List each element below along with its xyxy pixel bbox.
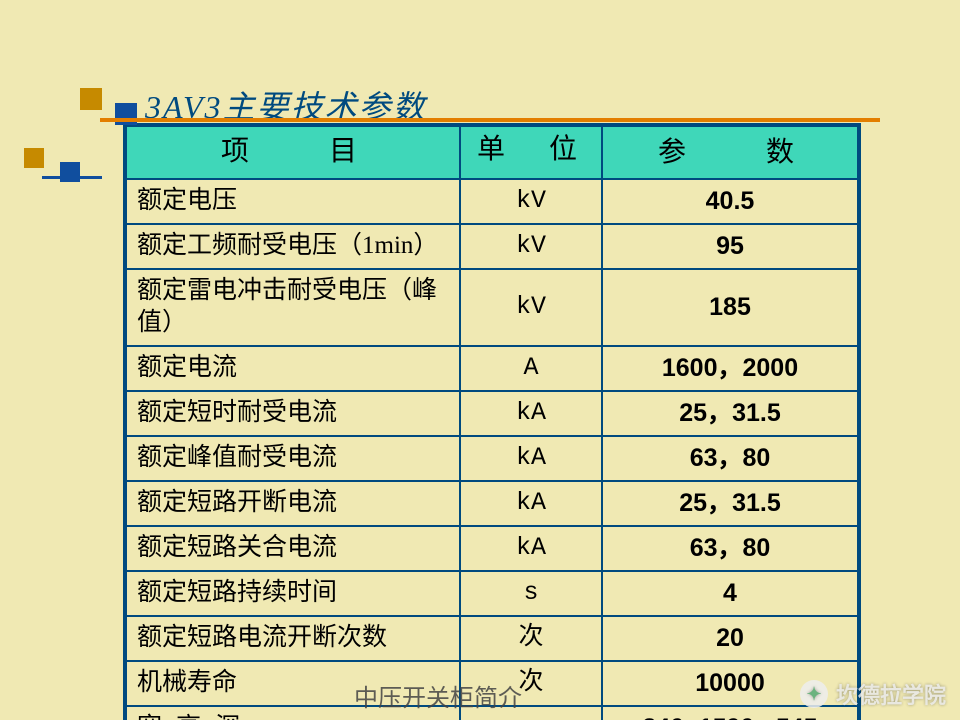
cell-item: 额定短时耐受电流 <box>125 391 460 436</box>
cell-value: 4 <box>602 571 859 616</box>
cell-unit: kA <box>460 481 602 526</box>
decor-square <box>115 103 137 125</box>
cell-value: 20 <box>602 616 859 661</box>
decor-line <box>42 176 102 179</box>
cell-value: 25，31.5 <box>602 481 859 526</box>
decor-square <box>80 88 102 110</box>
spec-table: 项 目 单 位 参 数 额定电压kV40.5额定工频耐受电压（1min）kV95… <box>123 123 861 720</box>
cell-unit: kV <box>460 224 602 269</box>
col-header-value: 参 数 <box>602 125 859 179</box>
cell-item: 额定短路持续时间 <box>125 571 460 616</box>
page-title: 3AV3主要技术参数 <box>145 82 427 128</box>
cell-value: 63，80 <box>602 436 859 481</box>
table-row: 额定电流A1600，2000 <box>125 346 859 391</box>
table-row: 额定雷电冲击耐受电压（峰值）kV185 <box>125 269 859 346</box>
watermark: ✦ 坎德拉学院 <box>800 678 946 710</box>
cell-item: 额定短路开断电流 <box>125 481 460 526</box>
cell-unit: kV <box>460 269 602 346</box>
cell-unit: s <box>460 571 602 616</box>
decor-square <box>60 162 80 182</box>
decor-square <box>24 148 44 168</box>
cell-item: 额定电流 <box>125 346 460 391</box>
table-row: 额定峰值耐受电流kA63，80 <box>125 436 859 481</box>
cell-value: 185 <box>602 269 859 346</box>
cell-unit: kA <box>460 391 602 436</box>
cell-value: 63，80 <box>602 526 859 571</box>
cell-unit: kA <box>460 436 602 481</box>
table-row: 额定工频耐受电压（1min）kV95 <box>125 224 859 269</box>
wechat-icon: ✦ <box>800 680 828 708</box>
cell-unit: kA <box>460 526 602 571</box>
footer-caption: 中压开关柜简介 <box>354 678 522 713</box>
cell-unit: A <box>460 346 602 391</box>
cell-item: 额定短路电流开断次数 <box>125 616 460 661</box>
cell-unit: kV <box>460 179 602 224</box>
col-header-item: 项 目 <box>125 125 460 179</box>
cell-unit: 次 <box>460 616 602 661</box>
table-row: 额定电压kV40.5 <box>125 179 859 224</box>
cell-item: 额定雷电冲击耐受电压（峰值） <box>125 269 460 346</box>
watermark-text: 坎德拉学院 <box>836 678 946 710</box>
cell-value: 40.5 <box>602 179 859 224</box>
cell-value: 25，31.5 <box>602 391 859 436</box>
cell-item: 额定电压 <box>125 179 460 224</box>
cell-value: 1600，2000 <box>602 346 859 391</box>
cell-value: 95 <box>602 224 859 269</box>
table-row: 额定短路电流开断次数次20 <box>125 616 859 661</box>
table-header-row: 项 目 单 位 参 数 <box>125 125 859 179</box>
cell-item: 额定峰值耐受电流 <box>125 436 460 481</box>
table-row: 额定短路关合电流kA63，80 <box>125 526 859 571</box>
table-row: 额定短路持续时间s4 <box>125 571 859 616</box>
cell-item: 额定短路关合电流 <box>125 526 460 571</box>
col-header-unit: 单 位 <box>460 125 602 179</box>
table-row: 额定短路开断电流kA25，31.5 <box>125 481 859 526</box>
cell-item: 额定工频耐受电压（1min） <box>125 224 460 269</box>
table-row: 额定短时耐受电流kA25，31.5 <box>125 391 859 436</box>
